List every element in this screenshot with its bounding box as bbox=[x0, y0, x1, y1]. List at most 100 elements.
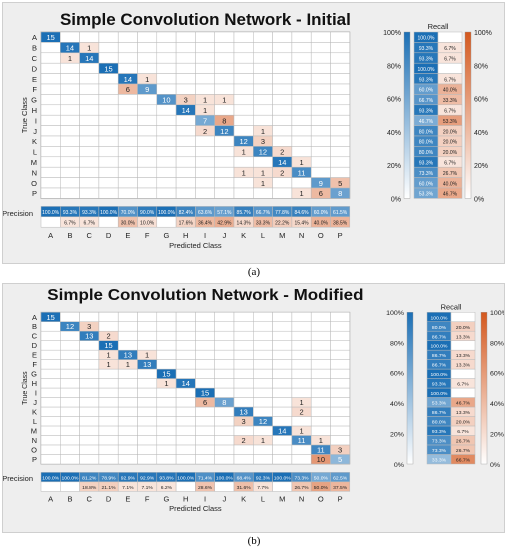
column-tick-label: O bbox=[318, 231, 324, 240]
false-discovery-cell bbox=[156, 216, 177, 228]
matrix-cell bbox=[98, 368, 119, 379]
colorbar-tick: 40% bbox=[474, 130, 488, 137]
matrix-cell bbox=[40, 104, 61, 116]
matrix-cell bbox=[310, 146, 331, 158]
matrix-cell bbox=[253, 311, 273, 322]
matrix-cell bbox=[40, 73, 61, 85]
matrix-cell bbox=[253, 444, 273, 455]
false-discovery-value: 28.6% bbox=[198, 485, 213, 491]
matrix-cell bbox=[175, 311, 196, 322]
matrix-cell bbox=[117, 416, 138, 427]
false-negative-value: 13.3% bbox=[456, 334, 471, 340]
recall-label: Recall bbox=[428, 22, 449, 31]
cell-count: 1 bbox=[203, 106, 207, 115]
matrix-cell bbox=[272, 62, 293, 74]
row-tick-label: P bbox=[32, 455, 37, 464]
matrix-cell bbox=[137, 454, 158, 465]
precision-value: 77.8% bbox=[275, 210, 290, 216]
matrix-cell bbox=[156, 330, 177, 341]
matrix-cell bbox=[98, 387, 119, 398]
column-tick-label: A bbox=[48, 495, 53, 504]
matrix-cell bbox=[137, 31, 158, 43]
matrix-cell bbox=[310, 94, 331, 106]
row-tick-label: K bbox=[32, 137, 37, 146]
matrix-cell bbox=[195, 31, 215, 43]
matrix-cell bbox=[310, 387, 331, 398]
matrix-cell bbox=[60, 166, 80, 178]
matrix-cell bbox=[195, 62, 215, 74]
matrix-cell bbox=[253, 104, 273, 116]
cell-count: 1 bbox=[164, 379, 168, 388]
false-discovery-cell bbox=[60, 481, 80, 492]
cell-count: 3 bbox=[338, 446, 342, 455]
column-tick-label: J bbox=[222, 231, 226, 240]
cell-count: 9 bbox=[319, 179, 323, 188]
precision-value: 93.8% bbox=[159, 476, 174, 482]
recall-value: 80.0% bbox=[419, 150, 434, 156]
matrix-cell bbox=[233, 330, 254, 341]
recall-value: 93.3% bbox=[419, 46, 434, 52]
matrix-cell bbox=[272, 435, 293, 446]
matrix-cell bbox=[214, 330, 235, 341]
matrix-cell bbox=[291, 94, 312, 106]
precision-value: 100.0% bbox=[216, 476, 234, 482]
matrix-cell bbox=[156, 146, 177, 158]
column-tick-label: M bbox=[279, 231, 285, 240]
matrix-cell bbox=[175, 62, 196, 74]
precision-value: 93.3% bbox=[82, 210, 97, 216]
matrix-cell bbox=[233, 187, 254, 199]
cell-count: 2 bbox=[280, 148, 284, 157]
matrix-cell bbox=[175, 31, 196, 43]
matrix-cell bbox=[137, 340, 158, 351]
matrix-cell bbox=[272, 444, 293, 455]
matrix-cell bbox=[117, 340, 138, 351]
matrix-cell bbox=[310, 135, 331, 147]
matrix-cell bbox=[253, 454, 273, 465]
cell-count: 13 bbox=[85, 332, 93, 341]
matrix-cell bbox=[117, 42, 138, 54]
row-tick-label: L bbox=[33, 148, 37, 157]
matrix-cell bbox=[330, 368, 351, 379]
column-tick-label: N bbox=[299, 231, 304, 240]
recall-value: 60.0% bbox=[419, 88, 434, 94]
matrix-cell bbox=[291, 378, 312, 389]
matrix-cell bbox=[214, 368, 235, 379]
matrix-cell bbox=[291, 340, 312, 351]
recall-value: 93.3% bbox=[419, 57, 434, 63]
false-discovery-value: 37.5% bbox=[333, 485, 348, 491]
false-negative-value: 20.0% bbox=[456, 325, 471, 331]
recall-value: 100.0% bbox=[431, 315, 449, 321]
matrix-cell bbox=[195, 378, 215, 389]
recall-value: 93.3% bbox=[432, 429, 447, 435]
precision-value: 61.5% bbox=[333, 210, 348, 216]
matrix-cell bbox=[98, 114, 119, 126]
false-discovery-value: 7.1% bbox=[122, 485, 134, 491]
matrix-cell bbox=[253, 156, 273, 168]
matrix-cell bbox=[60, 454, 80, 465]
matrix-cell bbox=[233, 62, 254, 74]
matrix-cell bbox=[272, 340, 293, 351]
matrix-cell bbox=[175, 425, 196, 436]
row-tick-label: B bbox=[32, 44, 37, 53]
matrix-cell bbox=[60, 444, 80, 455]
matrix-cell bbox=[137, 378, 158, 389]
matrix-cell bbox=[117, 62, 138, 74]
column-tick-label: K bbox=[241, 231, 246, 240]
matrix-cell bbox=[310, 330, 331, 341]
recall-value: 80.0% bbox=[432, 420, 447, 426]
matrix-cell bbox=[117, 454, 138, 465]
precision-value: 50.0% bbox=[314, 476, 329, 482]
precision-value: 81.2% bbox=[82, 476, 97, 482]
matrix-cell bbox=[98, 83, 119, 95]
recall-value: 53.3% bbox=[419, 192, 434, 198]
row-tick-label: C bbox=[32, 332, 37, 341]
false-discovery-value: 6.7% bbox=[84, 221, 96, 227]
precision-value: 100.0% bbox=[274, 476, 292, 482]
matrix-cell bbox=[272, 125, 293, 137]
false-discovery-cell bbox=[272, 481, 293, 492]
matrix-cell bbox=[137, 114, 158, 126]
matrix-cell bbox=[60, 31, 80, 43]
matrix-cell bbox=[137, 311, 158, 322]
matrix-cell bbox=[156, 31, 177, 43]
matrix-cell bbox=[214, 104, 235, 116]
